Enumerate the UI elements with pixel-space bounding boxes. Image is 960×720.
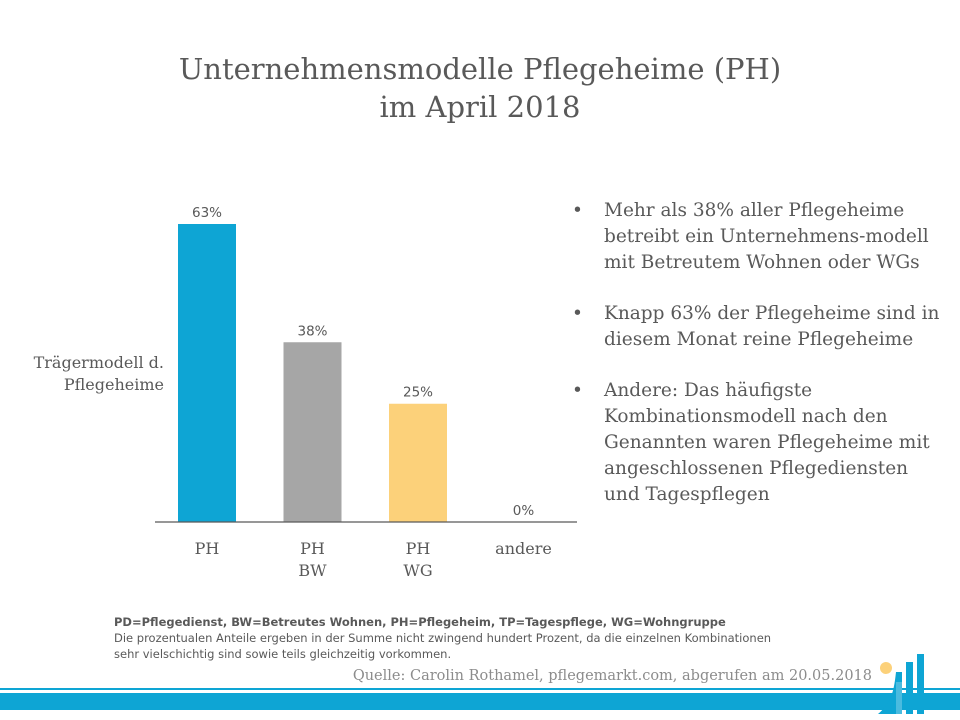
footnote-line-1: Die prozentualen Anteile ergeben in der …: [114, 631, 772, 645]
finding-item: • Knapp 63% der Pflegeheime sind in diese…: [566, 301, 946, 353]
data-label: 38%: [297, 323, 327, 339]
x-tick-label: andere: [495, 539, 552, 558]
abbreviation-legend: PD=Pflegedienst, BW=Betreutes Wohnen, PH…: [114, 615, 726, 629]
x-tick-label: PH: [195, 539, 220, 558]
y-axis-label: Trägermodell d. Pflegeheime: [14, 352, 164, 396]
finding-text: Mehr als 38% aller Pflegeheime betreibt …: [604, 200, 929, 273]
bullet-icon: •: [572, 380, 583, 401]
finding-item: • Andere: Das häufigste Kombinationsmodel…: [566, 378, 946, 508]
footer-line: [0, 688, 960, 690]
footnote-line-2: sehr vielschichtig sind sowie teils glei…: [114, 647, 452, 661]
x-tick-label: PH: [300, 539, 325, 558]
key-findings-list: • Mehr als 38% aller Pflegeheime betreibt…: [566, 198, 946, 533]
data-label: 0%: [513, 503, 535, 519]
bar: [389, 403, 447, 522]
x-tick-label: BW: [298, 561, 327, 580]
bar: [283, 342, 342, 522]
footnote: PD=Pflegedienst, BW=Betreutes Wohnen, PH…: [114, 614, 904, 662]
data-label: 25%: [403, 385, 433, 401]
chart-title: Unternehmensmodelle Pflegeheime (PH) im …: [0, 50, 960, 126]
data-label: 63%: [192, 205, 222, 221]
x-tick-label: PH: [406, 539, 431, 558]
bar: [178, 224, 236, 522]
finding-text: Knapp 63% der Pflegeheime sind in diesem…: [604, 303, 940, 350]
bullet-icon: •: [572, 303, 583, 324]
bullet-icon: •: [572, 200, 583, 221]
source-credit: Quelle: Carolin Rothamel, pflegemarkt.co…: [352, 668, 872, 684]
chart-title-line-2: im April 2018: [379, 90, 581, 124]
finding-text: Andere: Das häufigste Kombinationsmodell…: [604, 380, 930, 505]
finding-item: • Mehr als 38% aller Pflegeheime betreibt…: [566, 198, 946, 276]
y-axis-label-line-1: Trägermodell d.: [33, 353, 164, 372]
y-axis-label-line-2: Pflegeheime: [63, 375, 164, 394]
x-tick-label: WG: [403, 561, 432, 580]
pflegemarkt-logo-icon: [878, 654, 924, 714]
footer-bar: [0, 693, 960, 710]
chart-title-line-1: Unternehmensmodelle Pflegeheime (PH): [178, 52, 782, 86]
